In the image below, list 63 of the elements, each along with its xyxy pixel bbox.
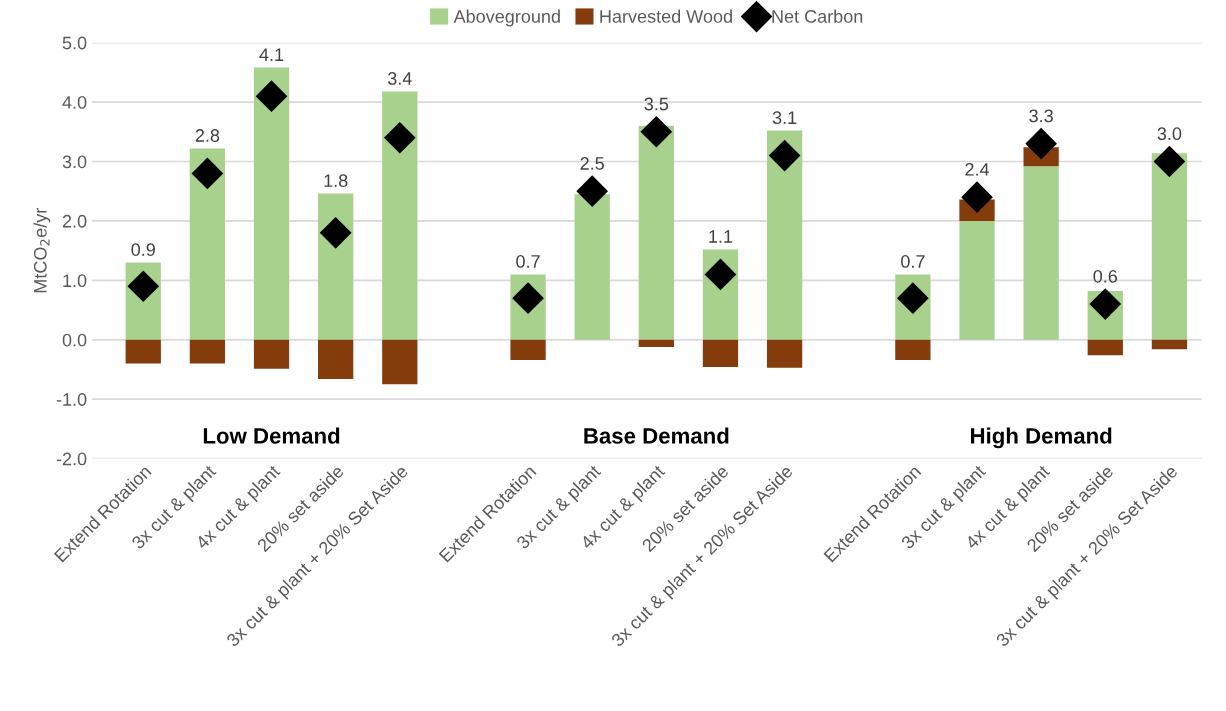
bar xyxy=(1151,339,1188,350)
bar xyxy=(959,220,995,340)
bar xyxy=(125,339,161,364)
point xyxy=(1153,145,1186,178)
point xyxy=(576,175,609,208)
legend-label: Net Carbon xyxy=(772,9,863,23)
bar xyxy=(189,339,226,364)
y-tick-label: 4.0 xyxy=(62,96,87,109)
y-tick-label: 5.0 xyxy=(62,36,87,50)
bar xyxy=(638,125,674,340)
data-label: 3.5 xyxy=(644,97,669,111)
bar xyxy=(766,339,803,368)
bar xyxy=(189,148,226,340)
data-label: 2.4 xyxy=(965,162,990,176)
data-label: 2.5 xyxy=(580,157,604,170)
data-label: 0.6 xyxy=(1093,269,1118,283)
point xyxy=(255,80,288,112)
y-tick-label: -1.0 xyxy=(56,393,87,406)
data-label: 0.7 xyxy=(516,255,540,268)
bar xyxy=(1087,339,1123,356)
data-label: 3.0 xyxy=(1157,127,1182,141)
point xyxy=(640,115,673,148)
point xyxy=(319,216,352,249)
bar xyxy=(766,130,803,340)
y-tick-label: -2.0 xyxy=(56,452,87,466)
bar xyxy=(253,67,290,340)
y-tick-label: 2.0 xyxy=(62,214,87,228)
legend-label: Aboveground xyxy=(453,9,560,27)
data-label: 3.4 xyxy=(387,72,412,85)
y-axis-title: MtCO$_{2}$e/yr xyxy=(33,208,51,293)
bar xyxy=(382,91,418,340)
data-label: 2.8 xyxy=(195,129,220,142)
bar xyxy=(638,339,674,347)
data-label: 0.9 xyxy=(131,243,155,256)
point xyxy=(383,121,416,154)
y-tick-label: 1.0 xyxy=(63,274,87,288)
bar xyxy=(574,194,610,340)
bar xyxy=(1151,153,1188,340)
bar xyxy=(702,339,739,368)
point xyxy=(704,258,737,291)
y-tick-label: 3.0 xyxy=(62,155,87,169)
bar xyxy=(318,339,354,379)
bar xyxy=(895,339,931,360)
data-label: 1.8 xyxy=(324,174,348,188)
point xyxy=(961,181,993,213)
bar xyxy=(382,339,418,385)
bar xyxy=(1023,166,1059,340)
point xyxy=(1025,127,1057,160)
annotation: Base Demand xyxy=(584,427,729,444)
bar xyxy=(318,193,354,340)
y-tick-label: 0.0 xyxy=(62,333,87,347)
annotation: Low Demand xyxy=(203,427,340,444)
bar xyxy=(253,339,290,369)
bar xyxy=(510,339,546,360)
annotation: High Demand xyxy=(971,427,1112,449)
data-label: 0.7 xyxy=(901,255,925,268)
point xyxy=(191,157,224,190)
data-label: 1.1 xyxy=(709,230,733,243)
data-label: 3.1 xyxy=(772,111,797,125)
data-label: 4.1 xyxy=(259,48,284,61)
point xyxy=(768,139,801,172)
data-label: 3.3 xyxy=(1029,109,1053,123)
legend-label: Harvested Wood xyxy=(600,9,732,23)
